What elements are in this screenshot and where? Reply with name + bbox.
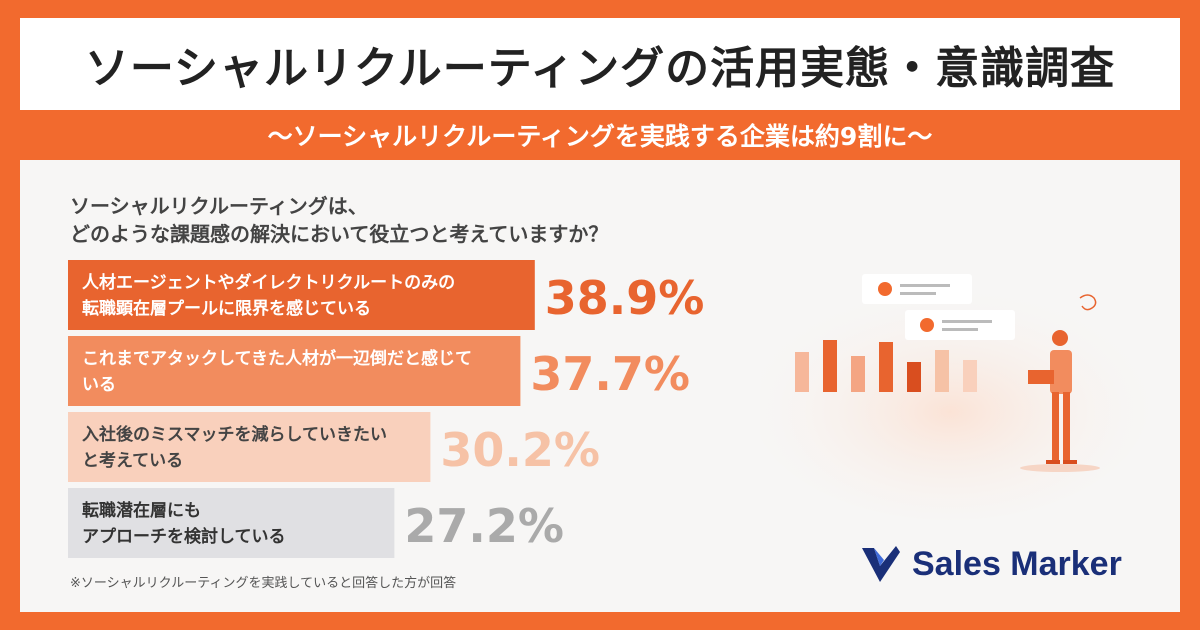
question-text: ソーシャルリクルーティングは、 どのような課題感の解決において役立つと考えていま… [70, 192, 608, 248]
page-title: ソーシャルリクルーティングの活用実態・意識調査 [84, 43, 1116, 94]
bar-label-3-line-2: と考えている [82, 450, 183, 471]
bar-label-1-line-1: 人材エージェントやダイレクトリクルートのみの [82, 272, 455, 293]
sales-marker-logo: Sales Marker [858, 542, 1122, 586]
person-with-laptop-and-bar-chart-icon [760, 274, 1150, 520]
bar-label-4-line-2: アプローチを検討している [82, 526, 286, 547]
bar-label-3-line-1: 入社後のミスマッチを減らしていきたい [82, 424, 387, 445]
title-box: ソーシャルリクルーティングの活用実態・意識調査 [20, 18, 1180, 110]
question-line-2: どのような課題感の解決において役立つと考えていますか？ [70, 222, 609, 246]
footnote: ※ソーシャルリクルーティングを実践していると回答した方が回答 [70, 576, 457, 591]
decorative-bars-icon [795, 340, 977, 392]
bar-2 [68, 336, 521, 406]
bar-label-2-line-1: これまでアタックしてきた人材が一辺倒だと感じて [82, 348, 472, 369]
logo-text: Sales Marker [912, 544, 1122, 583]
bar-label-1-line-2: 転職顕在層プールに限界を感じている [82, 298, 371, 319]
person-icon [1020, 294, 1100, 472]
value-label-4: 27.2% [404, 499, 564, 553]
value-label-2: 37.7% [530, 347, 690, 401]
bar-label-4-line-1: 転職潜在層にも [82, 500, 201, 521]
bar-label-2-line-2: いる [82, 375, 116, 395]
subtitle-bar: 〜ソーシャルリクルーティングを実践する企業は約9割に〜 [0, 110, 1200, 160]
sales-marker-check-icon [862, 546, 900, 582]
profile-card-icon [905, 310, 1015, 340]
profile-card-icon [862, 274, 972, 304]
bar-1 [68, 260, 535, 330]
question-line-1: ソーシャルリクルーティングは、 [70, 194, 368, 218]
bar-4 [68, 488, 395, 558]
subtitle: 〜ソーシャルリクルーティングを実践する企業は約9割に〜 [267, 122, 933, 151]
value-label-1: 38.9% [545, 271, 705, 325]
bar-3 [68, 412, 431, 482]
chart-panel: ソーシャルリクルーティングは、 どのような課題感の解決において役立つと考えていま… [20, 160, 1180, 612]
value-label-3: 30.2% [440, 423, 600, 477]
